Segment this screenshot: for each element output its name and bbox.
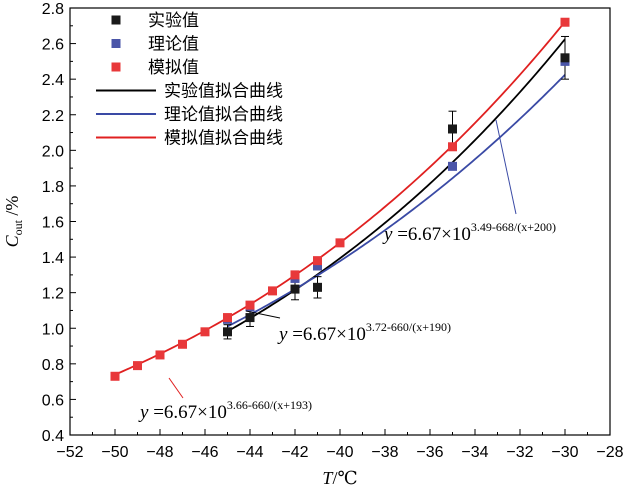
data-markers — [110, 17, 570, 381]
data-point — [448, 142, 457, 152]
data-point — [245, 313, 255, 323]
x-tick-label: −40 — [326, 444, 353, 461]
fit-curve — [227, 38, 566, 333]
y-tick-label: 2.0 — [42, 143, 64, 160]
legend-label: 实验值拟合曲线 — [164, 82, 283, 102]
data-point — [268, 286, 277, 296]
legend-label: 理论值拟合曲线 — [164, 105, 283, 125]
data-point — [560, 17, 570, 27]
data-point — [313, 282, 322, 292]
equation-label: y =6.67×103.72-660/(x+190) — [277, 320, 451, 345]
x-tick-label: −50 — [101, 444, 128, 461]
legend-label: 实验值 — [148, 11, 199, 31]
annotation-leader — [495, 119, 517, 215]
y-tick-label: 2.6 — [42, 37, 64, 54]
data-point — [448, 124, 457, 134]
equation-label: y =6.67×103.49-668/(x+200) — [382, 220, 556, 245]
x-tick-label: −30 — [551, 444, 578, 461]
annotation-leader — [168, 377, 184, 399]
x-tick-label: −48 — [146, 444, 173, 461]
y-tick-label: 1.4 — [42, 250, 64, 267]
equation-annotations: y =6.67×103.49-668/(x+200) y =6.67×103.72… — [138, 119, 556, 423]
legend-label: 模拟值拟合曲线 — [164, 129, 283, 149]
x-tick-label: −34 — [461, 444, 488, 461]
annotation-leader — [245, 310, 281, 319]
data-point — [245, 300, 255, 310]
y-tick-label: 1.2 — [42, 286, 64, 303]
y-tick-label: 1.8 — [42, 179, 64, 196]
y-tick-label: 1.6 — [42, 215, 64, 232]
data-point — [200, 327, 210, 337]
y-tick-label: 0.4 — [42, 428, 64, 445]
data-point — [178, 339, 187, 349]
ticks: −52 −50 −48 −46 −44 −42 −40 −38 −36 −34 −32 −30 −28 0… — [42, 1, 624, 461]
data-point — [133, 361, 142, 371]
data-point — [448, 161, 457, 171]
fit-curve — [227, 74, 566, 328]
data-point — [290, 284, 300, 294]
legend-marker — [111, 15, 121, 25]
y-tick-label: 0.6 — [42, 392, 64, 409]
y-axis-title: Cout /% — [2, 196, 25, 248]
legend-label: 模拟值 — [148, 58, 199, 78]
data-point — [290, 270, 300, 280]
x-tick-label: −44 — [236, 444, 263, 461]
data-point — [155, 350, 165, 360]
x-tick-label: −36 — [416, 444, 443, 461]
y-tick-label: 0.8 — [42, 357, 64, 374]
x-tick-label: −28 — [596, 444, 623, 461]
data-point — [110, 371, 120, 381]
y-tick-label: 2.8 — [42, 1, 64, 18]
data-point — [560, 53, 570, 63]
x-tick-label: −46 — [191, 444, 218, 461]
equation-label: y =6.67×103.66-660/(x+193) — [138, 398, 312, 423]
data-point — [335, 238, 345, 248]
legend-marker — [111, 62, 121, 72]
legend-label: 理论值 — [148, 35, 199, 55]
x-tick-label: −42 — [281, 444, 308, 461]
data-point — [313, 261, 322, 271]
x-tick-label: −38 — [371, 444, 398, 461]
x-tick-label: −52 — [56, 444, 83, 461]
x-tick-label: −32 — [506, 444, 533, 461]
y-tick-label: 1.0 — [42, 321, 64, 338]
x-axis-title: T/℃ — [322, 468, 357, 488]
data-point — [223, 327, 232, 337]
y-tick-label: 2.4 — [42, 72, 64, 89]
data-point — [223, 313, 232, 323]
legend-marker — [111, 39, 121, 48]
y-tick-label: 2.2 — [42, 108, 64, 125]
data-point — [313, 256, 322, 266]
